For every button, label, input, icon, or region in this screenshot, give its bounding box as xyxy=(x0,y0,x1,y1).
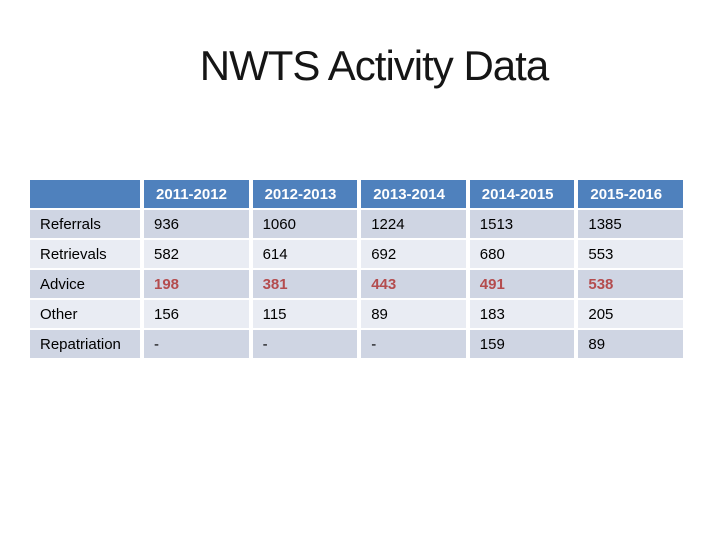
table-cell: 614 xyxy=(252,240,358,268)
table-cell: 1224 xyxy=(361,210,466,238)
row-label: Repatriation xyxy=(30,330,140,358)
table-cell: 89 xyxy=(361,300,466,328)
column-header-2015-2016: 2015-2016 xyxy=(578,180,683,208)
table-cell: 156 xyxy=(144,300,249,328)
table-cell: 443 xyxy=(361,270,466,298)
table-cell: 1060 xyxy=(252,210,358,238)
column-header-blank xyxy=(30,180,140,208)
activity-table: 2011-2012 2012-2013 2013-2014 2014-2015 … xyxy=(30,180,683,358)
table-cell: 680 xyxy=(469,240,575,268)
table-row-referrals: Referrals 936 1060 1224 1513 1385 xyxy=(30,210,683,238)
table-cell: 381 xyxy=(252,270,358,298)
table-cell: 936 xyxy=(144,210,249,238)
table-row-other: Other 156 115 89 183 205 xyxy=(30,300,683,328)
table-cell: 491 xyxy=(469,270,575,298)
table-cell: - xyxy=(144,330,249,358)
slide-title: NWTS Activity Data xyxy=(199,42,549,89)
table-cell: 553 xyxy=(578,240,683,268)
table-cell: 692 xyxy=(361,240,466,268)
table-row-repatriation: Repatriation - - - 159 89 xyxy=(30,330,683,358)
table-row-advice: Advice 198 381 443 491 538 xyxy=(30,270,683,298)
column-header-2013-2014: 2013-2014 xyxy=(361,180,466,208)
table-cell: 538 xyxy=(578,270,683,298)
table-cell: 198 xyxy=(144,270,249,298)
table-cell: 183 xyxy=(469,300,575,328)
table-cell: 1385 xyxy=(578,210,683,238)
table-cell: 1513 xyxy=(469,210,575,238)
column-header-2014-2015: 2014-2015 xyxy=(469,180,575,208)
table-cell: - xyxy=(361,330,466,358)
column-header-2012-2013: 2012-2013 xyxy=(252,180,358,208)
table-cell: - xyxy=(252,330,358,358)
column-header-2011-2012: 2011-2012 xyxy=(144,180,249,208)
row-label: Retrievals xyxy=(30,240,140,268)
row-label: Other xyxy=(30,300,140,328)
table-cell: 582 xyxy=(144,240,249,268)
table-row-retrievals: Retrievals 582 614 692 680 553 xyxy=(30,240,683,268)
table-cell: 205 xyxy=(578,300,683,328)
table-cell: 115 xyxy=(252,300,358,328)
table-header-row: 2011-2012 2012-2013 2013-2014 2014-2015 … xyxy=(30,180,683,208)
row-label: Referrals xyxy=(30,210,140,238)
table-cell: 89 xyxy=(578,330,683,358)
table-cell: 159 xyxy=(469,330,575,358)
row-label: Advice xyxy=(30,270,140,298)
